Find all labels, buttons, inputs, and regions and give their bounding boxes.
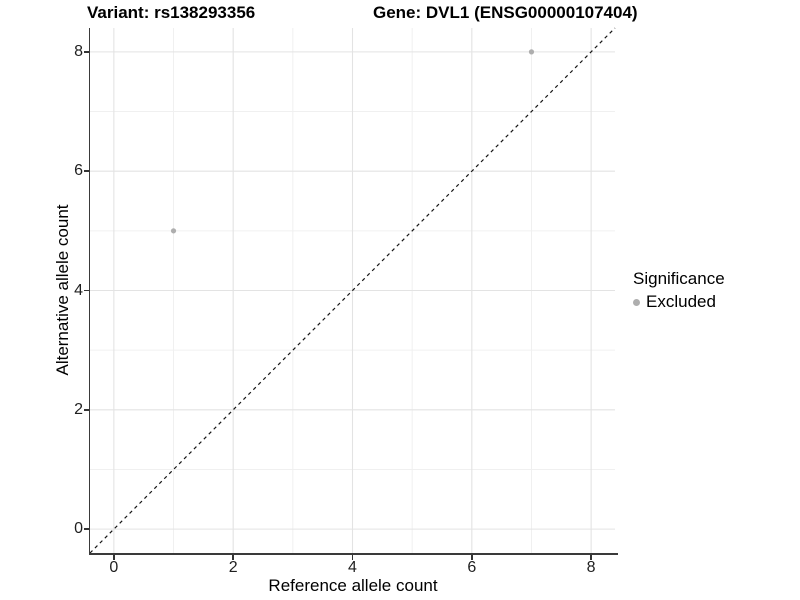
y-tick-mark xyxy=(83,409,89,411)
legend-item-excluded: Excluded xyxy=(633,292,725,312)
y-axis-line xyxy=(88,28,90,555)
x-tick-label: 0 xyxy=(109,559,119,576)
y-tick-mark xyxy=(83,170,89,172)
y-tick-mark xyxy=(83,289,89,292)
legend: Significance Excluded xyxy=(633,268,725,312)
x-axis-line xyxy=(88,553,618,555)
y-tick-label: 0 xyxy=(74,520,83,538)
x-tick-label: 4 xyxy=(348,559,357,576)
y-tick-mark xyxy=(83,528,89,530)
x-axis-title: Reference allele count xyxy=(268,576,438,595)
x-tick-mark xyxy=(351,554,354,560)
data-point xyxy=(170,228,177,234)
x-tick-label: 8 xyxy=(586,559,596,576)
y-tick-label: 4 xyxy=(74,281,83,299)
legend-title: Significance xyxy=(633,269,725,288)
x-tick-mark xyxy=(471,554,473,560)
y-tick-label: 6 xyxy=(74,162,83,180)
plot-panel xyxy=(89,27,616,554)
legend-item-label: Excluded xyxy=(646,292,716,311)
y-tick-label: 8 xyxy=(74,42,83,60)
plot-svg xyxy=(89,27,616,554)
gene-title: Gene: DVL1 (ENSG00000107404) xyxy=(373,3,638,22)
x-tick-mark xyxy=(232,554,234,560)
x-tick-mark xyxy=(590,554,592,560)
excluded-dot-icon xyxy=(633,298,640,306)
x-tick-label: 2 xyxy=(228,559,238,576)
x-tick-mark xyxy=(113,554,115,560)
identity-line xyxy=(89,27,616,554)
variant-title: Variant: rs138293356 xyxy=(87,3,256,22)
data-point xyxy=(528,49,535,55)
x-tick-label: 6 xyxy=(467,559,477,576)
y-tick-label: 2 xyxy=(74,400,83,418)
y-tick-mark xyxy=(83,51,89,53)
